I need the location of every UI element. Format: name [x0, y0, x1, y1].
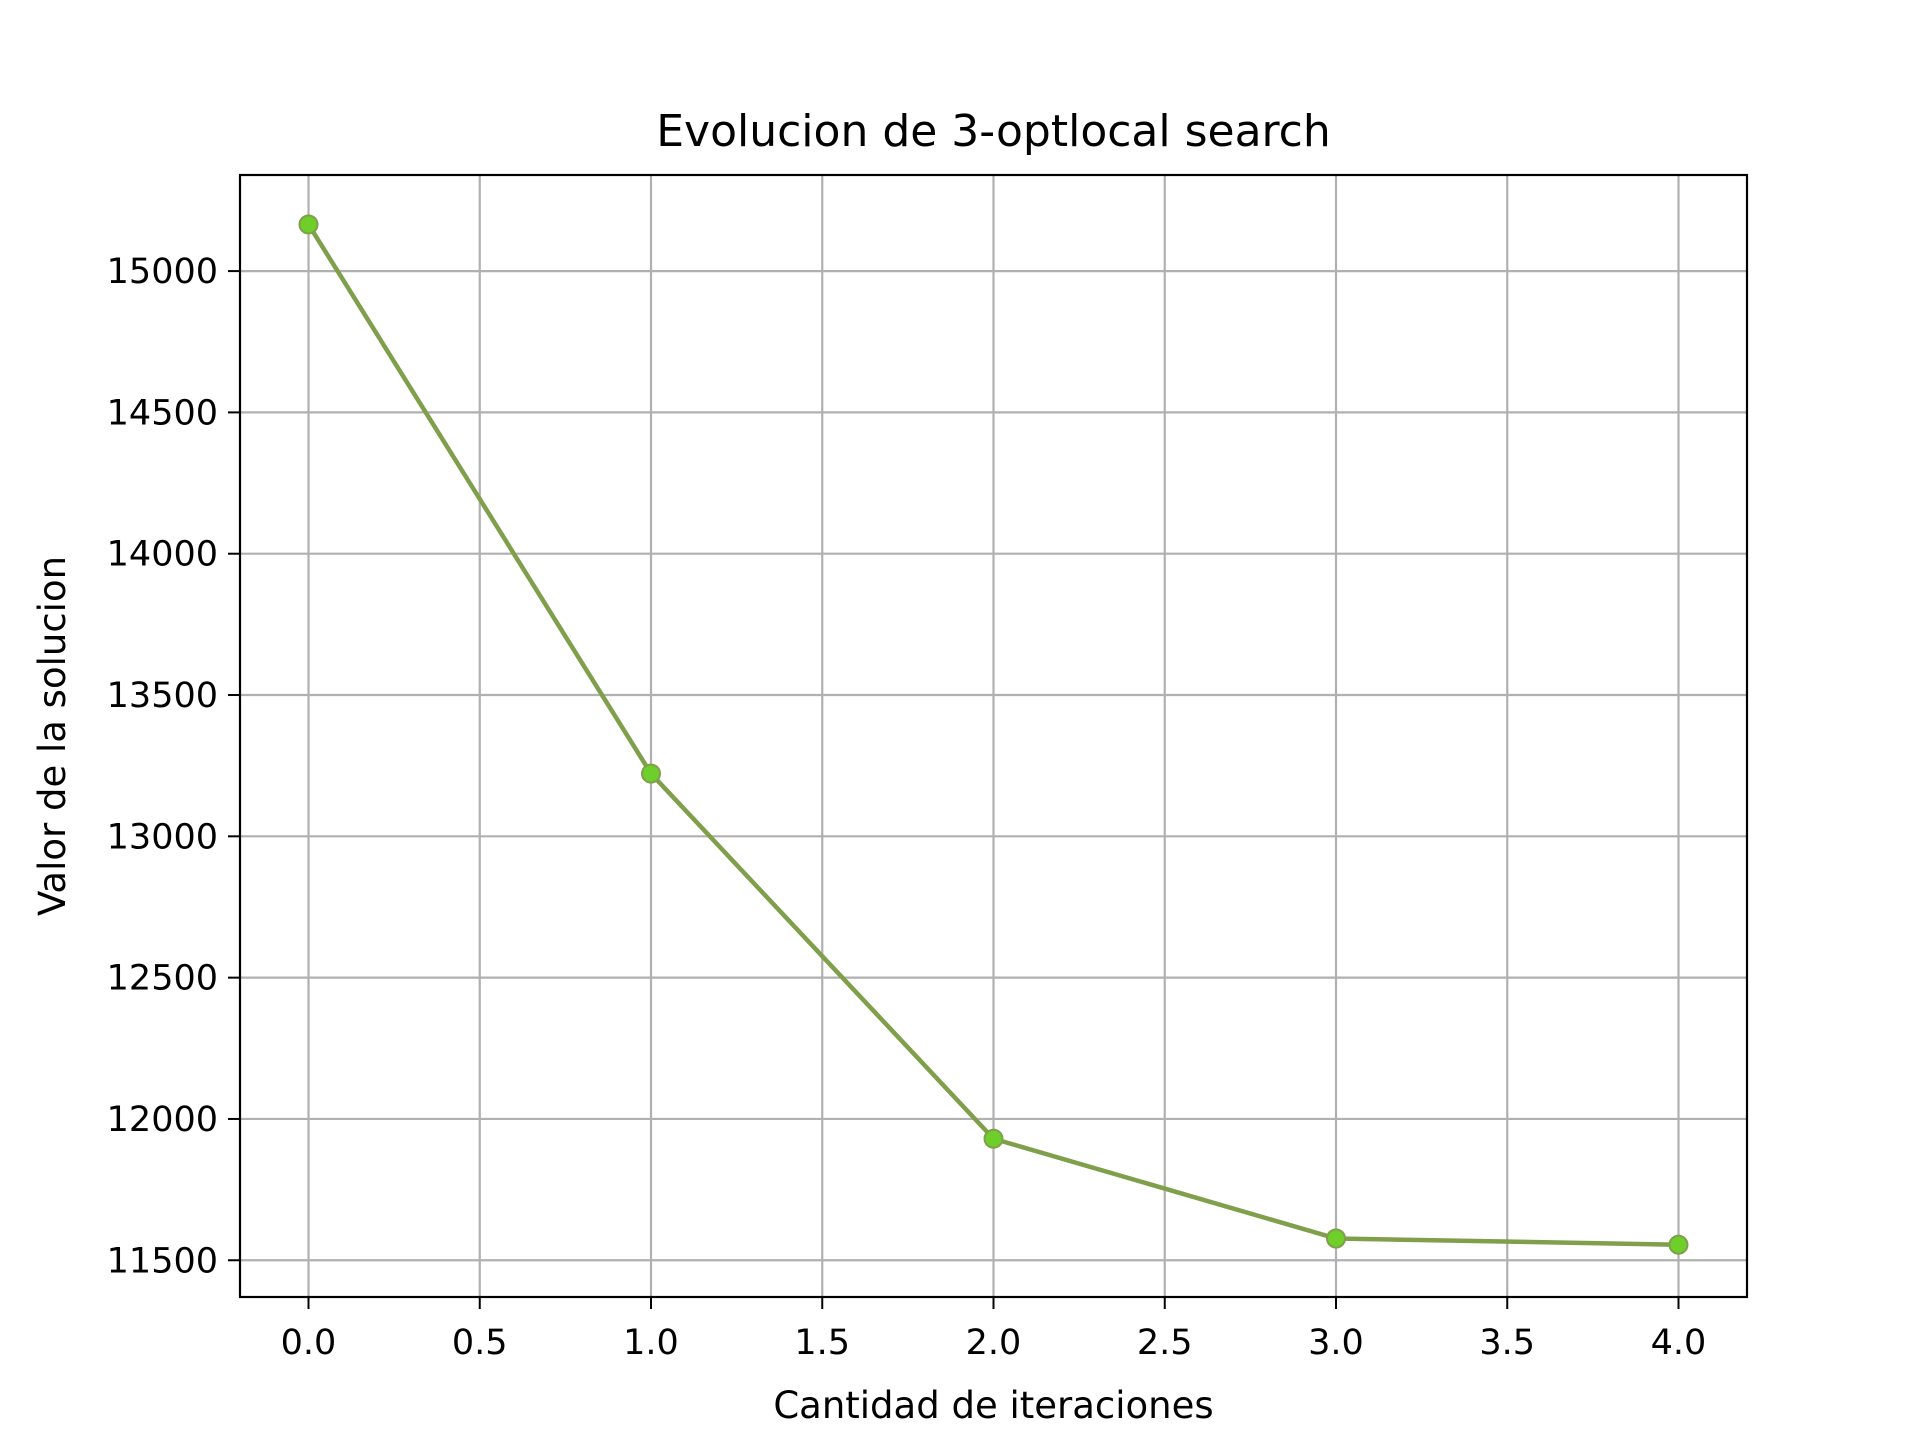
data-point: [298, 214, 319, 235]
ticks: 0.0 0.5 1.0 1.5 2.0 2.5 3.0 3.5 4.0 11500 12000 125…: [107, 252, 1707, 1363]
series-layer: [298, 214, 1689, 1255]
x-tick-label: 2.0: [966, 1323, 1022, 1363]
data-point: [983, 1128, 1004, 1149]
y-tick-label: 13500: [107, 676, 218, 716]
x-tick-label: 4.0: [1651, 1323, 1707, 1363]
x-axis-label: Cantidad de iteraciones: [773, 1384, 1213, 1427]
x-tick-label: 0.0: [281, 1323, 337, 1363]
data-point: [641, 763, 661, 784]
x-tick-label: 3.5: [1479, 1323, 1535, 1363]
x-tick-label: 2.5: [1137, 1323, 1193, 1363]
data-point: [1326, 1228, 1346, 1249]
y-tick-label: 11500: [107, 1241, 218, 1281]
chart-title: Evolucion de 3-optlocal search: [656, 106, 1331, 157]
x-tick-label: 1.5: [794, 1323, 850, 1363]
y-tick-label: 12000: [107, 1100, 218, 1140]
x-tick-label: 3.0: [1308, 1323, 1364, 1363]
y-tick-label: 15000: [107, 252, 218, 292]
y-tick-label: 14500: [107, 393, 218, 433]
y-tick-label: 12500: [107, 959, 218, 999]
x-tick-label: 0.5: [452, 1323, 508, 1363]
data-point: [1668, 1234, 1689, 1255]
grid: [240, 175, 1747, 1297]
y-tick-label: 14000: [107, 535, 218, 575]
x-tick-label: 1.0: [623, 1323, 679, 1363]
y-axis-label: Valor de la solucion: [31, 556, 74, 916]
y-tick-label: 13000: [107, 817, 218, 857]
